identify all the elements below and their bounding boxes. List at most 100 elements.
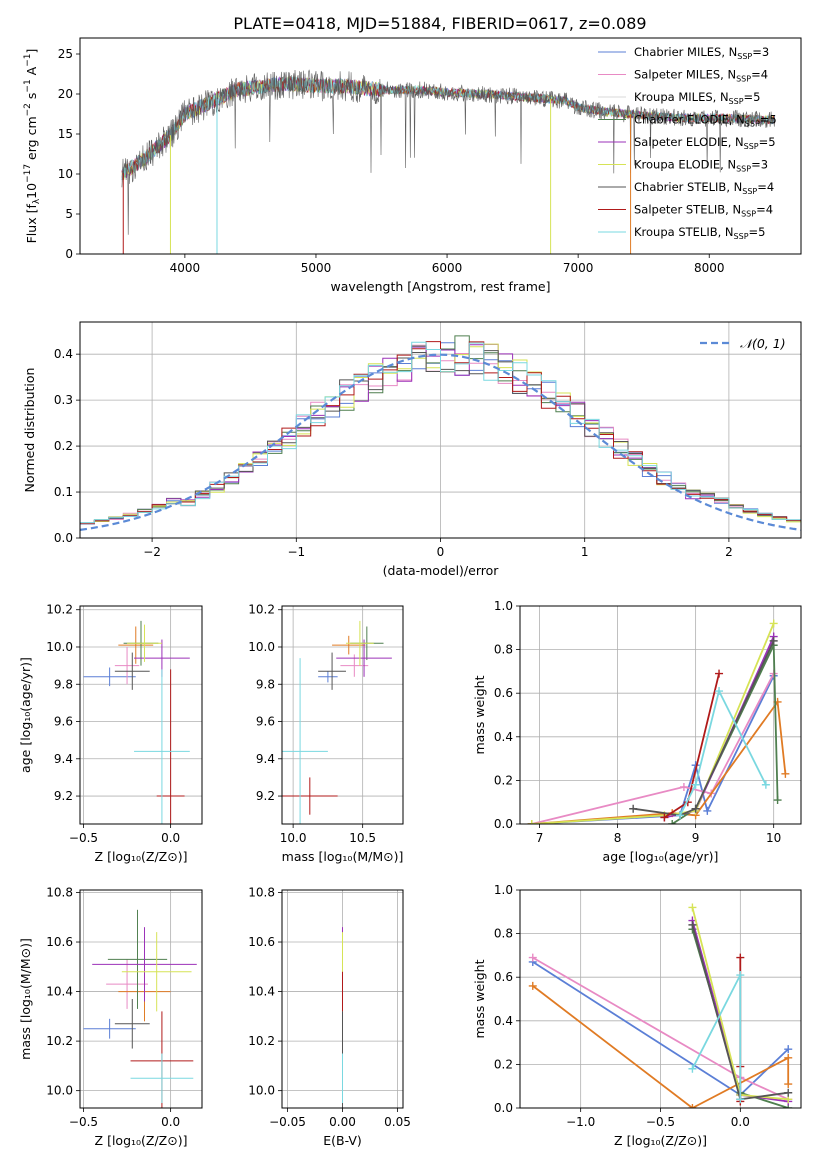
legend-name: Chabrier MILES, N — [634, 45, 737, 59]
y-axis-label: mass weight — [472, 675, 487, 754]
legend-entry: Chabrier MILES, NSSP=3 — [634, 45, 769, 61]
legend-name: Kroupa STELIB, N — [634, 225, 734, 239]
x-tick-label: 10 — [766, 831, 781, 845]
y-label-part: Flux [f — [24, 204, 39, 244]
plot-panels: 4000 5000 6000 7000 80000510152025wavelength… — [18, 37, 802, 1148]
legend-sub: SSP — [736, 75, 751, 84]
x-tick-label: −0.5 — [646, 1115, 675, 1129]
y-label-part: s — [24, 93, 39, 104]
errorbar-point-salpeter_stelib — [282, 777, 338, 815]
y-tick-label: 10.8 — [46, 885, 73, 899]
x-tick-label: 8000 — [694, 261, 725, 275]
errorbar-point-chabrier_miles — [83, 667, 136, 687]
y-tick-label: 0.2 — [494, 1057, 513, 1071]
y-tick-label: 9.6 — [54, 715, 73, 729]
y-axis-label: Normed distribution — [22, 368, 37, 493]
y-tick-label: 10.6 — [248, 935, 275, 949]
legend-count: =5 — [759, 135, 776, 149]
y-tick-label: 9.6 — [256, 715, 275, 729]
weight-marker-kroupa_stelib — [736, 1095, 745, 1104]
y-label-sup: −17 — [23, 164, 33, 183]
x-tick-label: 10.0 — [280, 831, 307, 845]
weight-marker-orange — [688, 1104, 697, 1108]
errorbar-point-chabrier_stelib — [114, 999, 150, 1049]
y-tick-label: 10.4 — [46, 985, 73, 999]
x-axis-label: mass [log₁₀(M/M⊙)] — [282, 849, 404, 864]
y-tick-label: 9.4 — [54, 752, 73, 766]
y-label-lambda: λ — [32, 198, 42, 204]
x-axis-label: wavelength [Angstrom, rest frame] — [330, 279, 550, 294]
y-tick-label: 10.0 — [46, 1084, 73, 1098]
y-tick-label: 9.8 — [54, 677, 73, 691]
errorbar-point-chabrier_stelib — [318, 652, 346, 690]
x-axis-label: (data-model)/error — [383, 563, 500, 578]
weight-marker-kroupa_elodie — [527, 820, 536, 824]
legend-count: =5 — [749, 225, 766, 239]
plot-area — [527, 619, 790, 824]
y-tick-label: 25 — [58, 47, 73, 61]
y-tick-label: 0.4 — [494, 730, 513, 744]
y-tick-label: 20 — [58, 87, 73, 101]
legend-sub: SSP — [729, 97, 744, 106]
x-tick-label: 4000 — [170, 261, 201, 275]
weight-marker-chabrier_elodie — [668, 820, 677, 824]
errorbar-point-chabrier_stelib — [114, 652, 150, 690]
weight-line-orange — [531, 699, 787, 824]
weight-marker-chabrier_stelib — [784, 1088, 793, 1097]
y-tick-label: 1.0 — [494, 883, 513, 897]
y-tick-label: 0.3 — [54, 393, 73, 407]
y-tick-label: 10.2 — [46, 603, 73, 617]
legend-name: Chabrier STELIB, N — [634, 180, 742, 194]
x-axis-label: age [log₁₀(age/yr)] — [603, 849, 719, 864]
y-tick-label: 0.0 — [494, 817, 513, 831]
panel-mass_vs_Z: −0.5 0.0 10.0 10.2 10.4 10.6 10.8 Z [log₁₀(Z/Z⊙… — [18, 885, 203, 1148]
y-label-part: ] — [24, 49, 39, 54]
x-tick-label: 6000 — [432, 261, 463, 275]
weight-marker-orange — [784, 1080, 793, 1089]
legend-entry: Chabrier STELIB, NSSP=4 — [634, 180, 774, 196]
y-tick-label: 10.2 — [46, 1034, 73, 1048]
legend-count: =3 — [752, 45, 769, 59]
plot-area — [83, 620, 190, 824]
y-tick-label: 0.0 — [54, 531, 73, 545]
weight-line-kroupa_stelib — [691, 974, 742, 1100]
y-tick-label: 1.0 — [494, 599, 513, 613]
weight-line-chabrier_stelib — [633, 640, 775, 817]
panel-age_vs_mass: 10.0 10.5 9.2 9.4 9.6 9.8 10.0 10.2 mass [log₁₀(… — [248, 603, 404, 864]
x-tick-label: 9 — [692, 831, 700, 845]
legend-entry: Salpeter ELODIE, NSSP=5 — [634, 135, 776, 151]
y-tick-label: 5 — [65, 207, 73, 221]
x-tick-label: 0.0 — [161, 831, 180, 845]
x-tick-label: 1 — [581, 545, 589, 559]
x-tick-label: −0.5 — [69, 1115, 98, 1129]
legend-entry: Chabrier ELODIE, NSSP=5 — [634, 113, 777, 129]
weight-marker-kroupa_elodie — [769, 619, 778, 628]
y-tick-label: 9.4 — [256, 752, 275, 766]
panel-mass_vs_ebv: −0.05 0.00 0.05 10.0 10.2 10.4 10.6 10.8 E(B-V) — [248, 885, 411, 1148]
plot-area — [121, 69, 776, 254]
plot-area — [528, 903, 793, 1108]
errorbar-point-kroupa_stelib — [134, 669, 190, 824]
y-tick-label: 0.6 — [494, 686, 513, 700]
x-tick-label: 8 — [614, 831, 622, 845]
plot-area — [282, 620, 392, 824]
y-tick-label: 0.2 — [494, 773, 513, 787]
axes-frame — [79, 321, 802, 539]
x-axis-label: E(B-V) — [323, 1133, 362, 1148]
y-tick-label: 9.2 — [54, 789, 73, 803]
axes-frame — [281, 605, 404, 825]
figure-title: PLATE=0418, MJD=51884, FIBERID=0617, z=0… — [233, 14, 646, 33]
weight-marker-kroupa_stelib — [736, 971, 745, 980]
y-label-sup: −2 — [23, 103, 33, 116]
x-axis-label: Z [log₁₀(Z/Z⊙)] — [95, 849, 188, 864]
legend-name: Salpeter STELIB, N — [634, 203, 741, 217]
x-tick-label: −0.5 — [69, 831, 98, 845]
plot-area — [83, 909, 197, 1108]
weight-marker-kroupa_stelib — [691, 780, 700, 789]
y-tick-label: 15 — [58, 127, 73, 141]
y-label-sup: −1 — [23, 79, 33, 92]
y-tick-label: 10.0 — [46, 640, 73, 654]
legend-sub: SSP — [742, 187, 757, 196]
axes-frame — [519, 889, 802, 1109]
